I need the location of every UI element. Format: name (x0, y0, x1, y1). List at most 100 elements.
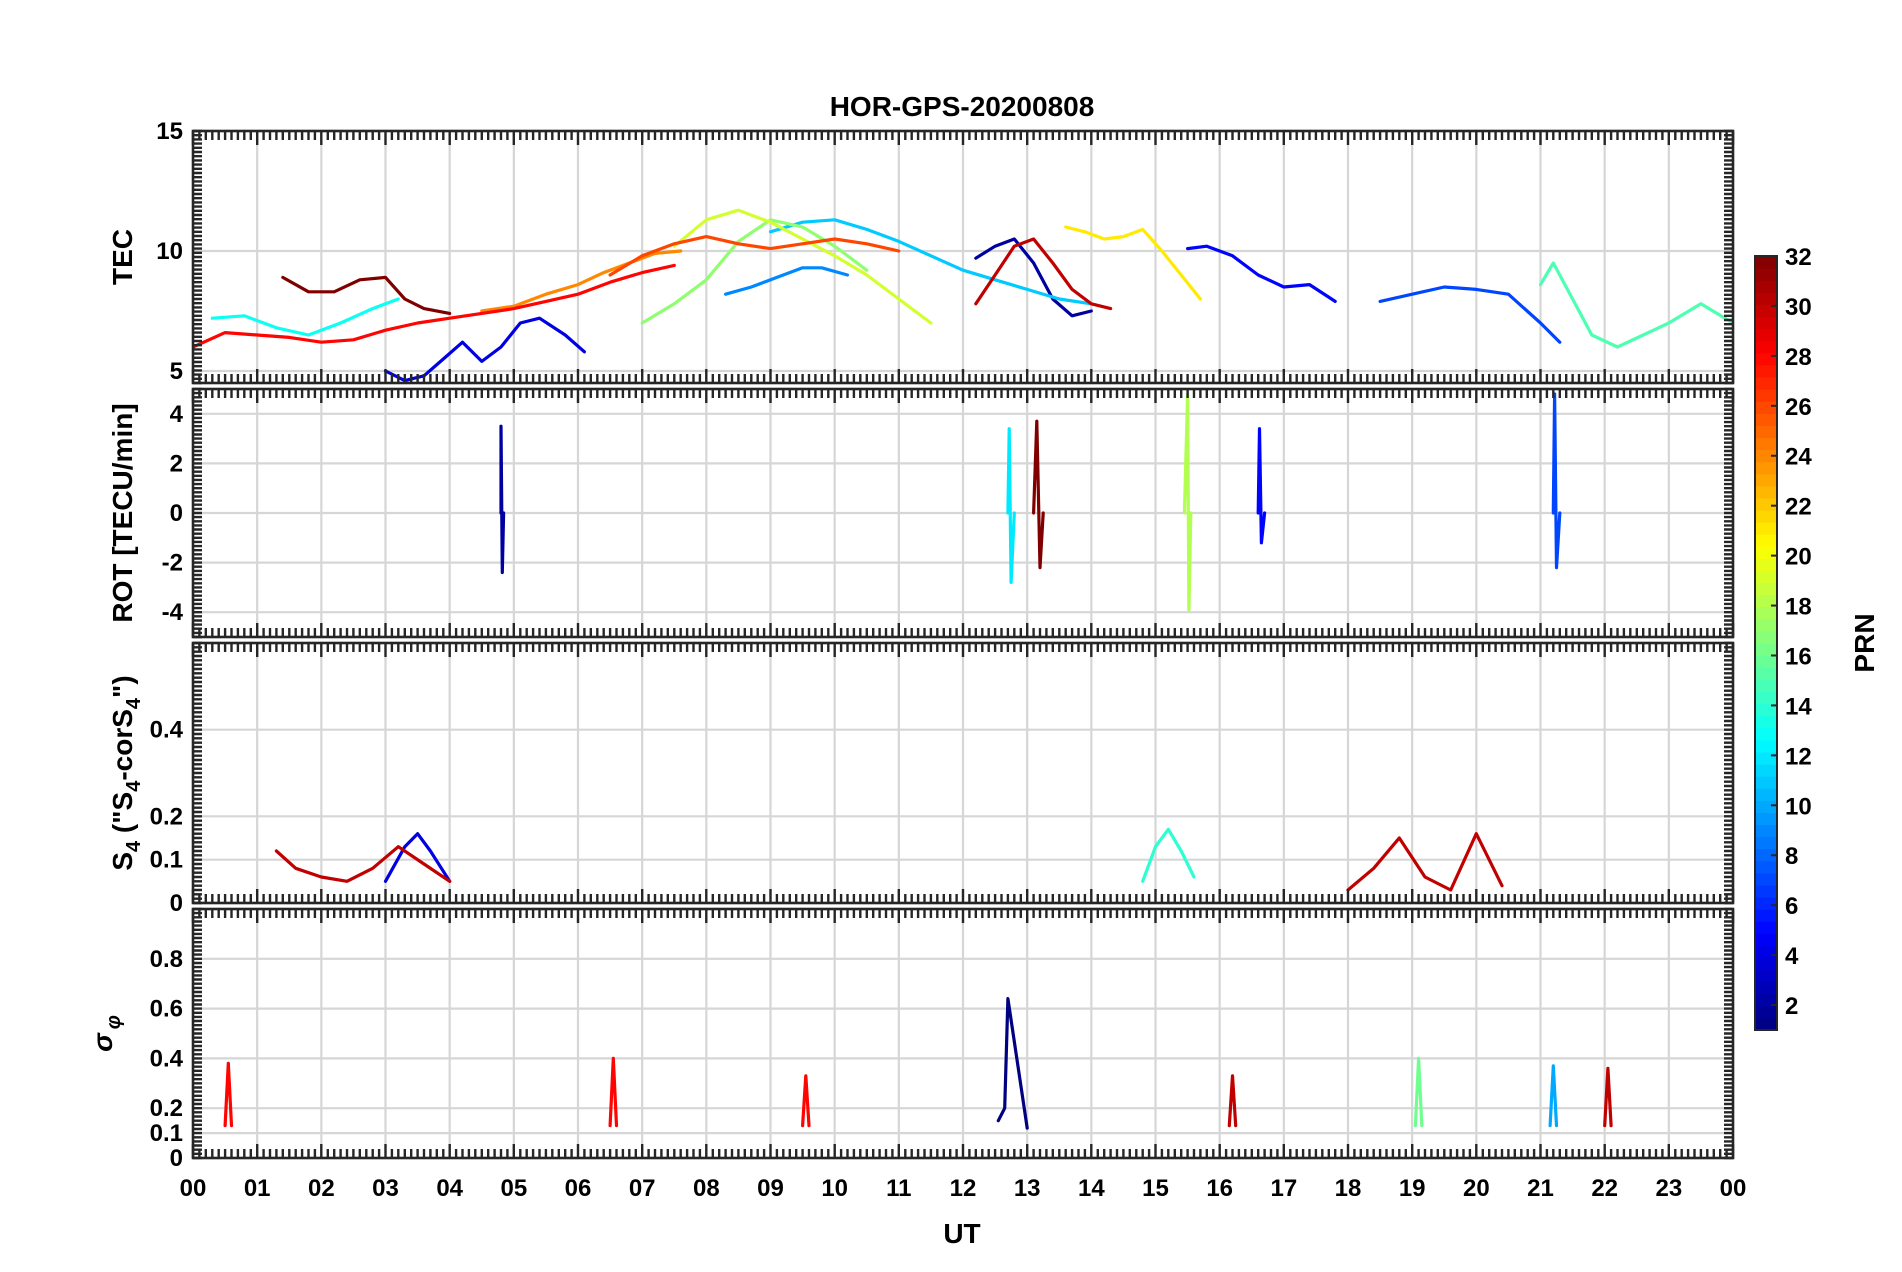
series-line-prn-28 (193, 263, 676, 349)
colorbar-tick-label: 2 (1785, 993, 1798, 1020)
colorbar-segment (1755, 896, 1777, 910)
colorbar-segment (1755, 800, 1777, 813)
x-tick-label: 13 (1014, 1175, 1041, 1202)
colorbar-segment (1755, 364, 1777, 378)
x-tick-label: 07 (629, 1175, 656, 1202)
x-tick-label: 14 (1078, 1175, 1105, 1202)
chart-title: HOR-GPS-20200808 (830, 91, 1095, 122)
x-tick-label: 08 (693, 1175, 720, 1202)
y-tick-label-sigma_phi: 0.4 (150, 1045, 184, 1072)
axes-frame-tec (191, 129, 1735, 385)
colorbar-tick-label: 32 (1785, 244, 1812, 271)
x-tick-label: 16 (1206, 1175, 1233, 1202)
colorbar-segment (1755, 389, 1777, 402)
y-axis-label-s4: S4 ("S4-corS4") (107, 675, 145, 870)
colorbar-segment (1755, 739, 1777, 753)
colorbar-segment (1755, 509, 1777, 523)
colorbar-segment (1755, 413, 1777, 426)
x-tick-label: 00 (1720, 1175, 1747, 1202)
y-axis-label-tec: TEC (107, 229, 138, 285)
series-line-prn-16 (1413, 1056, 1424, 1128)
colorbar-segment (1755, 328, 1777, 342)
colorbar-label: PRN (1849, 613, 1880, 672)
colorbar-segment (1755, 909, 1777, 922)
colorbar-segment (1755, 691, 1777, 705)
colorbar-segment (1755, 884, 1777, 898)
series-group-rot (499, 392, 1562, 612)
colorbar-segment (1755, 836, 1777, 850)
colorbar-segment (1755, 449, 1777, 463)
x-tick-label: 00 (180, 1175, 207, 1202)
series-line-prn-11 (768, 218, 1093, 306)
colorbar-segment (1755, 1005, 1777, 1019)
series-line-prn-5 (1256, 427, 1267, 545)
colorbar-segment (1755, 776, 1777, 789)
x-tick-label: 15 (1142, 1175, 1169, 1202)
x-tick-label: 12 (950, 1175, 977, 1202)
series-line-prn-26 (608, 235, 901, 277)
colorbar-segment (1755, 727, 1777, 741)
colorbar-tick-label: 26 (1785, 394, 1812, 421)
colorbar-segment (1755, 340, 1777, 354)
axes-frame-rot (191, 387, 1735, 639)
colorbar-segment (1755, 824, 1777, 838)
x-axis-label: UT (943, 1218, 980, 1249)
x-tick-label: 03 (372, 1175, 399, 1202)
colorbar-segment (1755, 594, 1777, 608)
series-line-prn-24 (480, 249, 683, 313)
x-tick-labels: 00 01 02 03 04 05 06 07 08 09 10 11 12 13 14 15 16 17 18 19… (180, 1175, 1747, 1202)
colorbar-tick-label: 16 (1785, 643, 1812, 670)
y-tick-label-tec: 5 (170, 358, 183, 385)
colorbar-segment (1755, 667, 1777, 680)
colorbar-tick-label: 24 (1785, 444, 1812, 471)
colorbar-segment (1755, 606, 1777, 620)
colorbar-segment (1755, 292, 1777, 305)
y-axis-label-rot: ROT [TECU/min] (107, 403, 138, 622)
colorbar-segment (1755, 788, 1777, 801)
colorbar-segment (1755, 497, 1777, 511)
colorbar-segment (1755, 848, 1777, 862)
colorbar-segment (1755, 582, 1777, 596)
colorbar-tick-label: 28 (1785, 344, 1812, 371)
colorbar-tick-label: 8 (1785, 843, 1798, 870)
series-line-prn-30 (274, 845, 452, 883)
panel-sigma_phi: 00.10.2 0.4 0.6 0.8 σφ (87, 907, 1735, 1172)
series-line-prn-30 (1227, 1074, 1238, 1128)
colorbar-segment (1755, 957, 1777, 971)
x-tick-label: 23 (1655, 1175, 1682, 1202)
axes-frame-sigma_phi (191, 907, 1735, 1160)
colorbar-segment (1755, 981, 1777, 995)
colorbar-segment (1755, 316, 1777, 330)
y-tick-label-s4: 0 (170, 890, 183, 917)
series-line-prn-12 (1006, 427, 1016, 584)
colorbar-segment (1755, 715, 1777, 729)
colorbar-segment (1755, 437, 1777, 451)
x-tick-label: 21 (1527, 1175, 1554, 1202)
y-tick-label-sigma_phi: 0 (170, 1145, 183, 1172)
x-tick-label: 11 (886, 1175, 911, 1202)
series-line-prn-30 (974, 237, 1113, 311)
x-tick-label: 20 (1463, 1175, 1490, 1202)
colorbar-segment (1755, 872, 1777, 886)
series-line-prn-17 (640, 218, 869, 325)
colorbar-segment (1755, 655, 1777, 668)
colorbar-segment (1755, 812, 1777, 825)
colorbar-frame (1754, 255, 1778, 1031)
series-line-prn-1 (996, 997, 1029, 1130)
y-tick-label-tec: 15 (156, 118, 183, 145)
series-line-prn-28 (608, 1056, 619, 1128)
series-line-prn-30 (1603, 1066, 1613, 1128)
colorbar-segment (1755, 268, 1777, 281)
colorbar-segment (1755, 534, 1777, 547)
colorbar-segment (1755, 352, 1777, 366)
series-line-prn-30 (1346, 832, 1504, 892)
series-line-prn-19 (672, 208, 933, 325)
colorbar-tick-label: 18 (1785, 594, 1812, 621)
colorbar-segment (1755, 679, 1777, 692)
colorbar-segment (1755, 751, 1777, 765)
colorbar-tick-label: 30 (1785, 294, 1812, 321)
colorbar-segment (1755, 763, 1777, 777)
series-line-prn-13 (210, 297, 400, 337)
